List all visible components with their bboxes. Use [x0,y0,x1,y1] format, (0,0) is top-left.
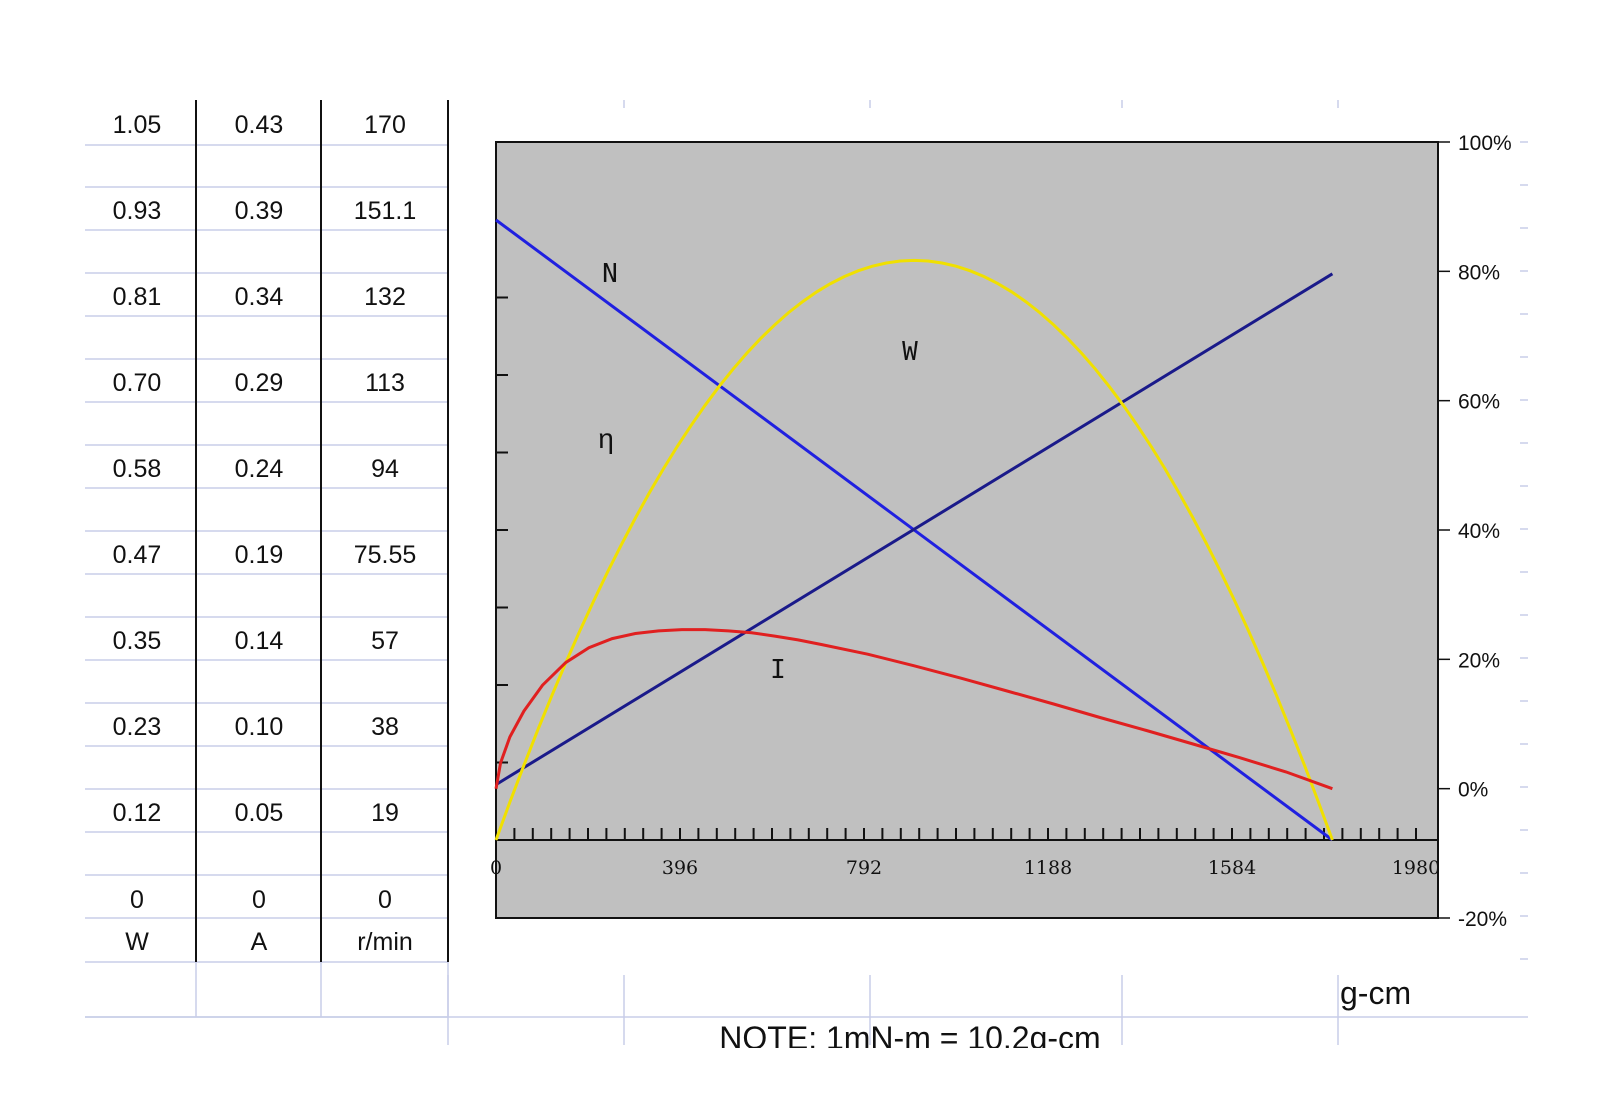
table-cell: 0.58 [113,455,162,483]
table-cell: 57 [371,627,399,655]
spreadsheet-gridlines [85,100,1528,1045]
table-column-header: W [125,928,149,956]
table-cell: 0.39 [235,197,284,225]
right-tick-label: 100% [1458,132,1512,155]
table-cell: 0.81 [113,283,162,311]
table-cell: 0.47 [113,541,162,569]
series-line-W [494,258,1334,841]
table-cell: 0.19 [235,541,284,569]
table-cell: 0.10 [235,713,284,741]
table-cell: 0.23 [113,713,162,741]
x-tick-label: 1188 [1024,857,1072,879]
x-tick-label: 0 [490,857,502,879]
series-line-I [495,272,1334,786]
table-cell: 0.93 [113,197,162,225]
table-cell: 132 [364,283,406,311]
table-column-header: r/min [357,928,413,956]
x-tick-label: 1980 [1392,857,1440,879]
table-cell: 38 [371,713,399,741]
table-cell: 0.12 [113,799,162,827]
x-axis: 0 396 792 1188 1584 1980 [490,828,1440,879]
table-cell: 75.55 [354,541,417,569]
table-cell: 0 [378,886,392,914]
table-cell: 94 [371,455,399,483]
plot-area [495,141,1439,919]
table-cell: 19 [371,799,399,827]
right-tick-label: 20% [1458,649,1500,672]
table-column-header: A [251,928,268,956]
note-text: NOTE: 1mN-m = 10.2g-cm [719,1020,1101,1048]
table-cell: 0 [130,886,144,914]
x-tick-label: 396 [662,857,698,879]
table-cell: 0 [252,886,266,914]
right-tick-label: 40% [1458,520,1500,543]
series-label-W: W [902,337,918,367]
right-tick-label: -20% [1458,908,1507,931]
right-tick-label: 0% [1458,779,1488,802]
table-cell: 113 [365,369,405,397]
x-tick-label: 1584 [1208,857,1256,879]
series-label-eta: η [598,423,614,454]
table-cell: 151.1 [354,197,417,225]
table-cell: 0.70 [113,369,162,397]
table-cell: 0.43 [235,111,284,139]
table-cell: 1.05 [113,111,162,139]
table-cell: 0.34 [235,283,284,311]
series-line-eta [494,628,1333,791]
table-column-separators [195,100,449,962]
series-label-I: I [770,655,786,685]
x-tick-label: 792 [846,857,882,879]
data-table: 1.05 0.43 170 0.93 0.39 151.1 0.81 0.34 132 0.70 0… [113,111,417,956]
right-axis: 100% 80% 60% 40% 20% 0% -20% [1438,132,1512,931]
series-label-N: N [602,259,618,289]
right-tick-label: 60% [1458,391,1500,414]
table-cell: 0.29 [235,369,284,397]
table-cell: 170 [364,111,406,139]
table-cell: 0.14 [235,627,284,655]
series-labels: N Wη I [598,259,918,685]
table-cell: 0.05 [235,799,284,827]
table-cell: 0.24 [235,455,284,483]
series-layer [494,218,1334,842]
x-unit-label: g-cm [1340,975,1412,1011]
table-cell: 0.35 [113,627,162,655]
right-tick-label: 80% [1458,261,1500,284]
